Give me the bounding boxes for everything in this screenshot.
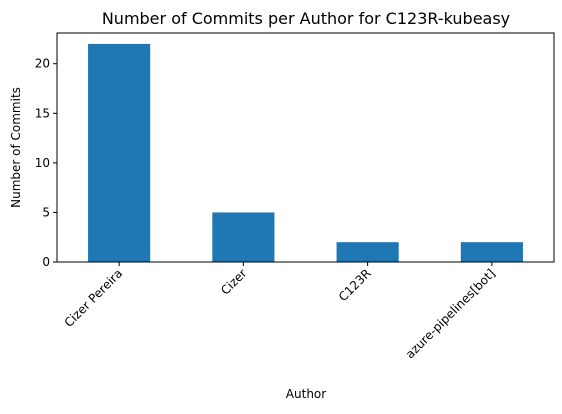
bar-0 [88, 43, 151, 263]
bars-group [88, 43, 523, 263]
x-tick-label-2: C123R [336, 266, 374, 304]
y-tick-label-0: 0 [42, 255, 50, 269]
y-axis: 0 5 10 15 20 [35, 57, 57, 269]
x-tick-label-0: Cizer Pereira [62, 266, 126, 330]
bar-2 [336, 242, 399, 262]
y-tick-label-1: 5 [42, 205, 50, 219]
y-tick-label-3: 15 [35, 106, 50, 120]
y-axis-label: Number of Commits [9, 87, 23, 208]
chart-title: Number of Commits per Author for C123R-k… [102, 9, 510, 28]
bar-1 [212, 212, 275, 262]
bar-3 [460, 242, 523, 262]
x-tick-label-3: azure-pipelines[bot] [403, 266, 498, 361]
y-tick-label-4: 20 [35, 57, 50, 71]
plot-frame [56, 32, 555, 263]
x-axis-label: Author [286, 387, 326, 401]
x-tick-label-1: Cizer [218, 266, 249, 297]
x-axis: Cizer Pereira Cizer C123R azure-pipelines[b… [62, 262, 498, 361]
y-tick-label-2: 10 [35, 156, 50, 170]
